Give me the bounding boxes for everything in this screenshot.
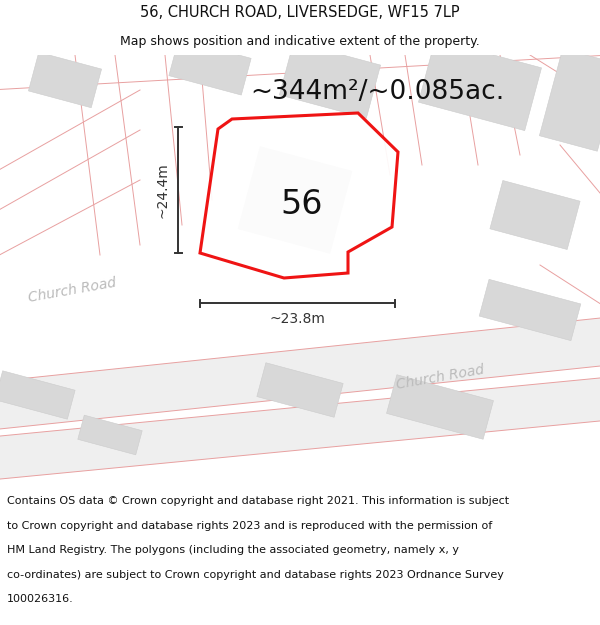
Text: co-ordinates) are subject to Crown copyright and database rights 2023 Ordnance S: co-ordinates) are subject to Crown copyr…	[7, 570, 504, 580]
Polygon shape	[0, 377, 600, 480]
Polygon shape	[280, 42, 380, 118]
Polygon shape	[78, 415, 142, 455]
Polygon shape	[238, 147, 352, 253]
Text: ~344m²/~0.085ac.: ~344m²/~0.085ac.	[250, 79, 504, 105]
Text: 100026316.: 100026316.	[7, 594, 74, 604]
Text: Contains OS data © Crown copyright and database right 2021. This information is : Contains OS data © Crown copyright and d…	[7, 496, 509, 506]
Text: 56: 56	[281, 189, 323, 221]
Text: Church Road: Church Road	[27, 276, 117, 304]
Text: Church Road: Church Road	[395, 362, 485, 392]
Polygon shape	[0, 317, 600, 430]
Polygon shape	[386, 375, 493, 439]
Text: ~24.4m: ~24.4m	[156, 162, 170, 218]
Text: Map shows position and indicative extent of the property.: Map shows position and indicative extent…	[120, 35, 480, 48]
Polygon shape	[490, 181, 580, 249]
Text: ~23.8m: ~23.8m	[269, 312, 325, 326]
Text: 56, CHURCH ROAD, LIVERSEDGE, WF15 7LP: 56, CHURCH ROAD, LIVERSEDGE, WF15 7LP	[140, 4, 460, 19]
Polygon shape	[0, 371, 75, 419]
Polygon shape	[418, 39, 542, 131]
Text: HM Land Registry. The polygons (including the associated geometry, namely x, y: HM Land Registry. The polygons (includin…	[7, 545, 459, 555]
Polygon shape	[28, 52, 101, 107]
Polygon shape	[169, 39, 251, 95]
Text: to Crown copyright and database rights 2023 and is reproduced with the permissio: to Crown copyright and database rights 2…	[7, 521, 493, 531]
Polygon shape	[257, 362, 343, 418]
Polygon shape	[539, 49, 600, 151]
Polygon shape	[200, 113, 398, 278]
Polygon shape	[479, 279, 581, 341]
